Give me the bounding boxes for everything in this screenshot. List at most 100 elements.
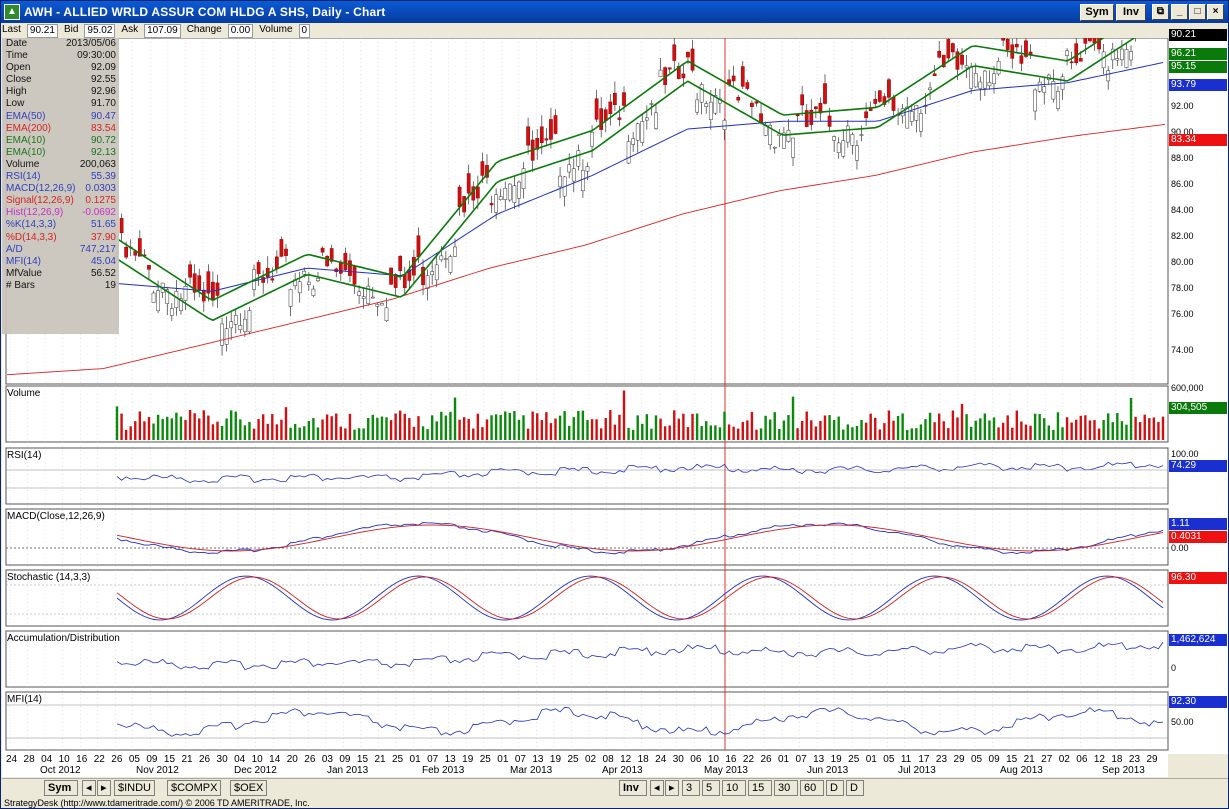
volume-bar xyxy=(124,429,128,440)
date-tick: 15 xyxy=(356,754,369,765)
interval-tab[interactable]: 5 xyxy=(702,780,720,796)
volume-bar xyxy=(426,429,429,440)
volume-bar xyxy=(992,417,996,440)
candle-body xyxy=(421,266,425,285)
volume-bar xyxy=(746,420,749,440)
price-axis-tick: 88.00 xyxy=(1171,153,1194,163)
candle-body xyxy=(151,292,156,303)
data-panel-value: 2013/05/06 xyxy=(65,38,116,49)
interval-tab[interactable]: D xyxy=(826,780,844,796)
candle-body xyxy=(1065,50,1069,56)
candle-body xyxy=(507,183,512,201)
interval-right-icon[interactable]: ▸ xyxy=(665,780,679,796)
scroll-left-icon[interactable]: ◂ xyxy=(82,780,96,796)
volume-bar xyxy=(768,419,772,440)
volume-bar xyxy=(887,410,891,440)
candle-body xyxy=(1037,81,1042,92)
sym-tab-button[interactable]: Sym xyxy=(44,780,78,796)
candle-body xyxy=(329,248,334,262)
volume-bar xyxy=(631,429,635,440)
candle-body xyxy=(823,83,827,104)
minimize-icon[interactable]: _ xyxy=(1171,4,1188,20)
data-panel-row: EMA(200) 83.54 xyxy=(2,123,119,135)
volume-bar xyxy=(1084,415,1087,440)
date-tick: 04 xyxy=(41,754,53,765)
volume-bar xyxy=(531,411,534,440)
data-panel-value: 37.90 xyxy=(90,231,116,243)
volume-bar xyxy=(522,415,525,440)
candle-body xyxy=(768,124,773,146)
inv-tab-button[interactable]: Inv xyxy=(619,780,647,796)
volume-bar xyxy=(307,421,311,440)
candle-body xyxy=(348,260,352,276)
ad-axis-zero: 0 xyxy=(1171,663,1177,673)
interval-tab[interactable]: 3 xyxy=(682,780,700,796)
volume-bar xyxy=(293,423,297,440)
interval-tab[interactable]: 10 xyxy=(722,780,746,796)
candle-body xyxy=(978,81,983,89)
interval-tab[interactable]: 30 xyxy=(774,780,798,796)
ema50-line xyxy=(116,62,1164,292)
volume-bar xyxy=(951,410,955,440)
date-tick: 05 xyxy=(971,754,983,765)
candle-body xyxy=(1051,81,1056,100)
data-panel-label: Hist(12,26,9) xyxy=(6,207,64,219)
data-panel-value: 92.09 xyxy=(90,62,116,74)
bid-label: Bid xyxy=(63,24,79,35)
candle-body xyxy=(384,307,389,322)
maximize-icon[interactable]: □ xyxy=(1189,4,1206,20)
candle-body xyxy=(992,73,996,85)
candle-body xyxy=(873,98,878,104)
volume-bar xyxy=(773,412,776,440)
interval-tab[interactable]: 60 xyxy=(800,780,824,796)
month-label: Nov 2012 xyxy=(136,765,179,776)
interval-left-icon[interactable]: ◂ xyxy=(650,780,664,796)
candle-body xyxy=(539,126,544,143)
close-icon[interactable]: × xyxy=(1207,4,1224,20)
symbol-tab[interactable]: $INDU xyxy=(114,780,156,796)
inv-button[interactable]: Inv xyxy=(1116,4,1146,21)
volume-bar xyxy=(175,412,178,440)
candle-body xyxy=(658,69,663,77)
interval-tab[interactable]: D xyxy=(846,780,864,796)
stochastic-panel-frame xyxy=(5,569,1169,627)
candle-body xyxy=(841,140,846,157)
symbol-tab[interactable]: $OEX xyxy=(230,780,268,796)
date-tick: 25 xyxy=(479,754,491,765)
status-bar: StrategyDesk (http://www.tdameritrade.co… xyxy=(4,798,310,808)
candle-body xyxy=(599,108,604,130)
price-axis-tick: 74.00 xyxy=(1171,345,1194,355)
volume-bar xyxy=(563,411,566,440)
mfi-panel-label: MFI(14) xyxy=(7,694,42,705)
volume-bar xyxy=(796,428,799,440)
ema10b-line xyxy=(116,38,1136,322)
interval-tab[interactable]: 15 xyxy=(748,780,772,796)
candle-body xyxy=(1074,43,1079,64)
sym-button[interactable]: Sym xyxy=(1080,4,1114,21)
volume-bar xyxy=(860,419,863,440)
volume-bar xyxy=(764,415,767,440)
title-bar[interactable]: ▲ AWH - ALLIED WRLD ASSUR COM HLDG A SHS… xyxy=(1,1,1228,23)
volume-bar xyxy=(677,418,681,440)
volume-bar xyxy=(599,428,603,440)
date-tick: 15 xyxy=(163,754,176,765)
chart-area[interactable] xyxy=(2,38,1228,754)
volume-bar xyxy=(513,411,516,440)
date-tick: 01 xyxy=(409,754,421,765)
data-panel-label: %K(14,3,3) xyxy=(6,219,57,231)
price-axis-tick: 78.00 xyxy=(1171,283,1194,293)
candle-body xyxy=(571,168,576,182)
candle-body xyxy=(453,246,457,257)
detach-icon[interactable]: ⧉ xyxy=(1152,4,1169,20)
data-panel-value: 90.72 xyxy=(90,134,116,146)
chart-canvas[interactable] xyxy=(2,38,1228,754)
date-tick: 07 xyxy=(427,754,439,765)
volume-bar xyxy=(1047,425,1051,440)
volume-bar xyxy=(143,421,146,440)
volume-bar xyxy=(417,416,420,440)
volume-bar xyxy=(156,414,160,440)
scroll-right-icon[interactable]: ▸ xyxy=(97,780,111,796)
volume-bar xyxy=(1116,413,1119,440)
symbol-tab[interactable]: $COMPX xyxy=(167,780,222,796)
ask-label: Ask xyxy=(121,24,139,35)
